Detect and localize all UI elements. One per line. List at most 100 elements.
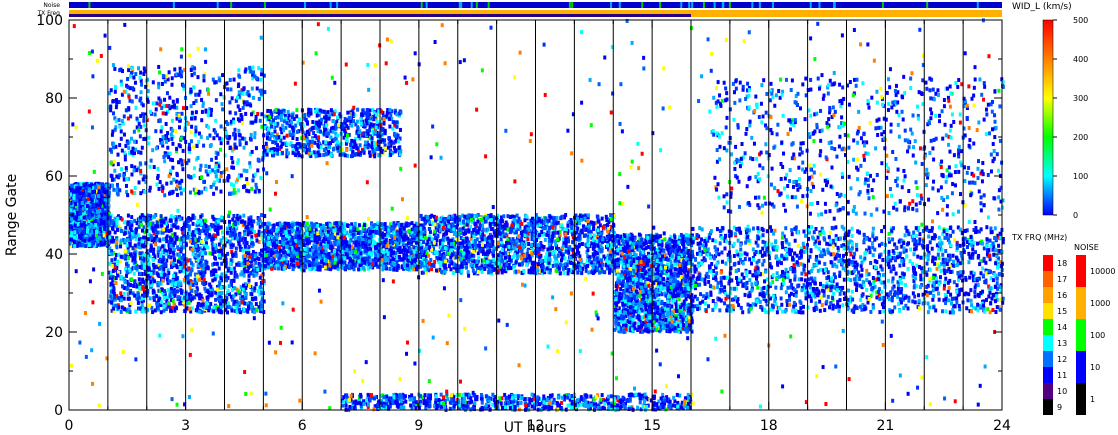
scatter-cell — [84, 234, 88, 239]
scatter-cell — [122, 238, 126, 243]
scatter-cell — [256, 111, 260, 116]
scatter-cell — [149, 214, 153, 219]
scatter-cell — [211, 245, 215, 250]
scatter-cell — [371, 224, 375, 229]
scatter-cell — [231, 278, 235, 283]
scatter-cell — [363, 249, 367, 254]
scatter-cell — [137, 245, 141, 250]
scatter-cell — [114, 105, 118, 110]
scatter-cell — [111, 99, 115, 104]
scatter-cell — [271, 248, 275, 253]
scatter-cell — [257, 229, 261, 234]
scatter-cell — [132, 129, 136, 134]
scatter-cell — [242, 213, 246, 218]
scatter-cell — [180, 226, 184, 231]
scatter-cell — [131, 146, 135, 151]
scatter-cell — [113, 168, 117, 173]
scatter-cell — [238, 133, 242, 138]
scatter-cell — [215, 133, 219, 138]
scatter-cell — [91, 222, 95, 227]
scatter-cell — [305, 254, 309, 259]
scatter-cell — [209, 143, 213, 148]
scatter-cell — [124, 143, 128, 148]
scatter-cell — [124, 267, 128, 272]
scatter-cell — [309, 251, 313, 256]
scatter-cell — [194, 254, 198, 259]
scatter-cell — [82, 183, 86, 188]
scatter-cell — [343, 221, 347, 226]
scatter-cell — [175, 284, 179, 289]
scatter-cell — [82, 229, 86, 234]
scatter-cell — [214, 98, 218, 103]
scatter-cell — [154, 227, 158, 232]
scatter-cell — [255, 86, 259, 91]
scatter-cell — [121, 69, 125, 74]
scatter-cell — [238, 233, 242, 238]
scatter-cell — [98, 226, 102, 231]
scatter-cell — [213, 249, 217, 254]
scatter-cell — [74, 201, 78, 206]
scatter-cell — [257, 217, 261, 222]
scatter-cell — [82, 222, 86, 227]
scatter-cell — [261, 278, 265, 283]
scatter-cell — [240, 270, 244, 275]
scatter-cell — [183, 293, 187, 298]
scatter-cell — [111, 162, 115, 167]
scatter-cell — [326, 232, 330, 237]
scatter-cell — [138, 271, 142, 276]
scatter-cell — [120, 217, 124, 222]
scatter-cell — [284, 236, 288, 241]
scatter-cell — [227, 266, 231, 271]
scatter-cell — [157, 96, 161, 101]
scatter-cell — [140, 101, 144, 106]
scatter-cell — [190, 238, 194, 243]
scatter-cell — [159, 310, 163, 315]
scatter-cell — [247, 258, 251, 263]
scatter-cell — [251, 65, 255, 70]
scatter-cell — [89, 219, 93, 224]
scatter-cell — [249, 238, 253, 243]
scatter-cell — [195, 144, 199, 149]
scatter-cell — [169, 255, 173, 260]
scatter-cell — [190, 73, 194, 78]
scatter-cell — [220, 218, 224, 223]
scatter-cell — [270, 257, 274, 262]
scatter-cell — [140, 213, 144, 218]
scatter-cell — [210, 168, 214, 173]
scatter-cell — [253, 269, 257, 274]
scatter-cell — [165, 104, 169, 109]
scatter-cell — [223, 153, 227, 158]
scatter-cell — [149, 279, 153, 284]
scatter-cell — [155, 220, 159, 225]
scatter-cell — [130, 220, 134, 225]
scatter-cell — [277, 262, 281, 267]
scatter-cell — [98, 229, 102, 234]
scatter-cell — [334, 238, 338, 243]
scatter-cell — [240, 295, 244, 300]
scatter-cell — [205, 229, 209, 234]
scatter-cell — [234, 98, 238, 103]
scatter-cell — [254, 282, 258, 287]
scatter-cell — [254, 302, 258, 307]
scatter-cell — [227, 304, 231, 309]
scatter-cell — [151, 80, 155, 85]
scatter-cell — [182, 237, 186, 242]
scatter-cell — [193, 277, 197, 282]
scatter-cell — [214, 227, 218, 232]
scatter-cell — [82, 236, 86, 241]
scatter-cell — [112, 177, 116, 182]
scatter-cell — [216, 285, 220, 290]
scatter-cell — [239, 310, 243, 315]
scatter-cell — [322, 261, 326, 266]
scatter-cell — [249, 302, 253, 307]
scatter-cell — [97, 214, 101, 219]
scatter-cell — [199, 252, 203, 257]
scatter-cell — [140, 239, 144, 244]
scatter-cell — [87, 209, 91, 214]
scatter-cell — [155, 182, 159, 187]
scatter-cell — [401, 240, 405, 245]
scatter-cell — [327, 266, 331, 271]
scatter-cell — [92, 217, 96, 222]
scatter-cell — [246, 228, 250, 233]
noise-strip-mark — [470, 2, 473, 8]
